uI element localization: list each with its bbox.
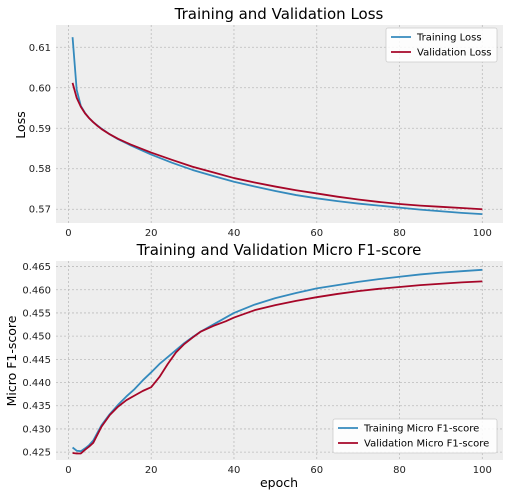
y-tick-label: 0.58 [29,164,51,175]
f1-lines [72,268,483,455]
y-tick-label: 0.460 [22,285,51,296]
x-tick-label: 100 [473,228,492,239]
f1-x-axis-label: epoch [260,475,298,490]
y-tick-label: 0.450 [22,332,51,343]
validation-series-line [71,82,483,211]
legend-box [332,418,498,454]
x-tick-label: 20 [145,228,158,239]
x-tick-label: 0 [65,465,71,476]
legend-label: Validation Micro F1-score [364,439,489,450]
loss-y-axis-label: Loss [13,111,28,138]
f1-chart: Training and Validation Micro F1-score 0… [4,241,503,490]
x-tick-label: 60 [310,465,323,476]
f1-legend: Training Micro F1-score Validation Micro … [332,418,498,454]
y-tick-label: 0.425 [22,448,51,459]
x-tick-label: 0 [65,228,71,239]
loss-chart: Training and Validation Loss 0 20 40 60 80 10… [13,5,503,239]
y-tick-label: 0.440 [22,378,51,389]
y-tick-label: 0.430 [22,424,51,435]
f1-y-axis-label: Micro F1-score [4,315,19,406]
x-tick-label: 40 [228,228,241,239]
f1-ticks: 0 20 40 60 80 100 0.425 0.430 0.435 0.440 0.445 0.4… [22,262,491,476]
y-tick-label: 0.455 [22,308,51,319]
x-tick-label: 20 [145,465,158,476]
y-tick-label: 0.61 [29,43,51,54]
f1-chart-title: Training and Validation Micro F1-score [136,241,422,259]
y-tick-label: 0.445 [22,355,51,366]
x-tick-label: 60 [310,228,323,239]
x-tick-label: 80 [393,228,406,239]
y-tick-label: 0.57 [29,205,51,216]
y-tick-label: 0.59 [29,124,51,135]
y-tick-label: 0.465 [22,262,51,273]
legend-box [385,27,498,63]
x-tick-label: 80 [393,465,406,476]
validation-series-line [72,280,483,455]
loss-chart-title: Training and Validation Loss [174,5,384,23]
loss-legend: Training Loss Validation Loss [385,27,498,63]
y-tick-label: 0.435 [22,401,51,412]
y-tick-label: 0.60 [29,83,51,94]
legend-label: Training Micro F1-score [363,424,479,435]
x-tick-label: 40 [228,465,241,476]
legend-label: Training Loss [416,33,482,44]
loss-ticks: 0 20 40 60 80 100 0.57 0.58 0.59 0.60 0.61 [29,43,492,239]
loss-lines [71,37,483,215]
x-tick-label: 100 [473,465,492,476]
legend-label: Validation Loss [417,48,492,59]
